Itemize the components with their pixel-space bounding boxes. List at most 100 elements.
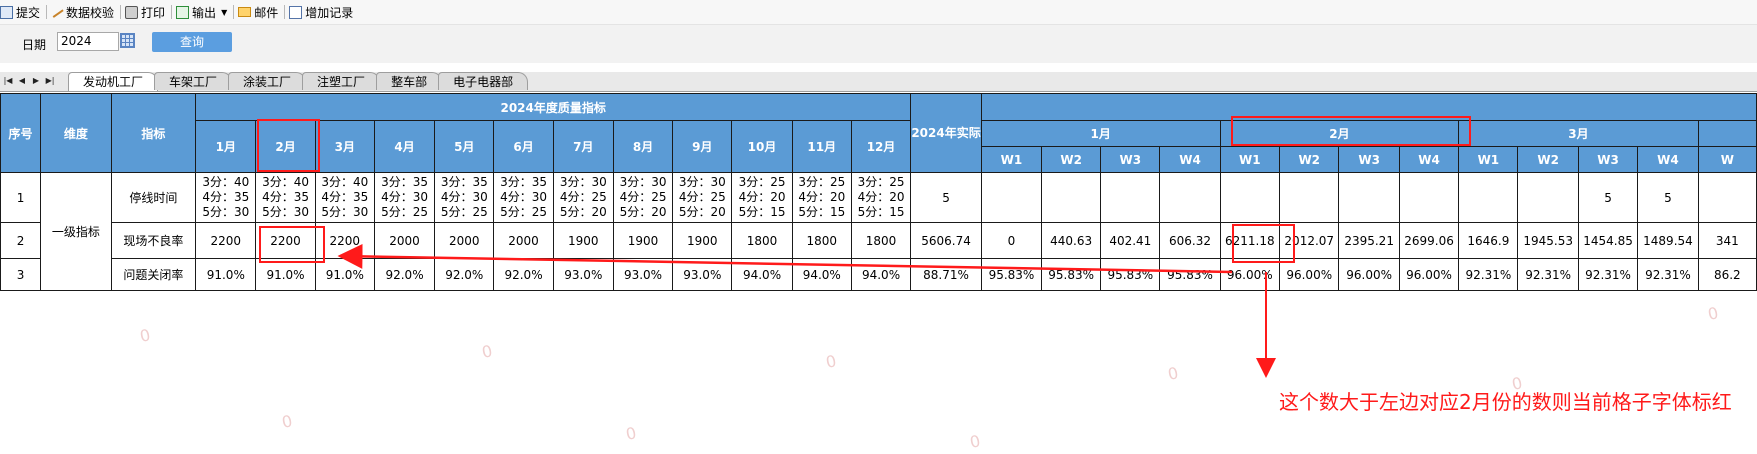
cell-seq[interactable]: 2 bbox=[0, 222, 42, 259]
cell-month-target[interactable]: 1900 bbox=[612, 222, 674, 259]
cell-month-target[interactable]: 93.0% bbox=[612, 258, 674, 291]
validate-button[interactable]: 数据校验 bbox=[50, 0, 120, 24]
cell-month-target[interactable]: 1900 bbox=[672, 222, 733, 259]
tab-vehicle-dept[interactable]: 整车部 bbox=[376, 72, 443, 90]
cell-week-value[interactable]: 6211.18 bbox=[1219, 222, 1281, 259]
tab-electronics-dept[interactable]: 电子电器部 bbox=[438, 72, 529, 90]
submit-button[interactable]: 提交 bbox=[0, 0, 46, 24]
cell-week-value[interactable] bbox=[1279, 172, 1340, 223]
cell-week-value[interactable] bbox=[1100, 172, 1161, 223]
cell-week-value[interactable]: 341 bbox=[1697, 222, 1757, 259]
cell-indicator[interactable]: 问题关闭率 bbox=[110, 258, 197, 291]
calendar-icon[interactable] bbox=[120, 33, 135, 48]
cell-month-target[interactable]: 2000 bbox=[493, 222, 554, 259]
cell-yearly-actual[interactable]: 88.71% bbox=[910, 258, 982, 291]
cell-week-value[interactable]: 1489.54 bbox=[1637, 222, 1699, 259]
cell-month-target[interactable]: 1800 bbox=[731, 222, 793, 259]
cell-seq[interactable]: 1 bbox=[0, 172, 42, 223]
chevron-down-icon[interactable]: ▼ bbox=[221, 7, 228, 17]
cell-week-value[interactable]: 1945.53 bbox=[1517, 222, 1579, 259]
cell-month-target[interactable]: 2000 bbox=[434, 222, 495, 259]
cell-month-target[interactable]: 93.0% bbox=[552, 258, 614, 291]
toolbar-divider bbox=[120, 5, 122, 19]
cell-month-target[interactable]: 91.0% bbox=[195, 258, 257, 291]
cell-month-target[interactable]: 3分：25 4分：20 5分：15 bbox=[791, 172, 852, 223]
cell-week-value[interactable] bbox=[1159, 172, 1221, 223]
cell-week-value[interactable]: 402.41 bbox=[1100, 222, 1161, 259]
cell-week-value[interactable]: 92.31% bbox=[1458, 258, 1519, 291]
cell-week-value[interactable]: 0 bbox=[980, 222, 1043, 259]
cell-week-value[interactable] bbox=[1398, 172, 1460, 223]
cell-week-value[interactable]: 1454.85 bbox=[1577, 222, 1639, 259]
cell-week-value[interactable]: 92.31% bbox=[1637, 258, 1699, 291]
cell-month-target[interactable]: 1800 bbox=[850, 222, 912, 259]
cell-week-value[interactable] bbox=[1517, 172, 1579, 223]
mail-button[interactable]: 邮件 bbox=[238, 0, 284, 24]
header-seq: 序号 bbox=[0, 93, 42, 173]
cell-week-value[interactable]: 96.00% bbox=[1219, 258, 1281, 291]
cell-week-value[interactable]: 95.83% bbox=[1041, 258, 1102, 291]
cell-month-target[interactable]: 3分：30 4分：25 5分：20 bbox=[672, 172, 733, 223]
cell-week-value[interactable]: 606.32 bbox=[1159, 222, 1221, 259]
cell-month-target[interactable]: 2000 bbox=[373, 222, 436, 259]
cell-month-target[interactable]: 2200 bbox=[255, 222, 316, 259]
cell-month-target[interactable]: 94.0% bbox=[850, 258, 912, 291]
date-input[interactable]: 2024 bbox=[57, 32, 119, 51]
cell-indicator[interactable]: 停线时间 bbox=[110, 172, 197, 223]
cell-seq[interactable]: 3 bbox=[0, 258, 42, 291]
cell-week-value[interactable] bbox=[980, 172, 1043, 223]
cell-week-value[interactable]: 1646.9 bbox=[1458, 222, 1519, 259]
header-month: 12月 bbox=[850, 120, 912, 173]
cell-yearly-actual[interactable]: 5606.74 bbox=[910, 222, 982, 259]
cell-week-value[interactable]: 440.63 bbox=[1041, 222, 1102, 259]
cell-month-target[interactable]: 3分：25 4分：20 5分：15 bbox=[731, 172, 793, 223]
cell-week-value[interactable]: 92.31% bbox=[1577, 258, 1639, 291]
query-button[interactable]: 查询 bbox=[152, 32, 232, 52]
print-button[interactable]: 打印 bbox=[125, 0, 171, 24]
tab-engine-factory[interactable]: 发动机工厂 bbox=[68, 72, 159, 91]
cell-week-value[interactable] bbox=[1458, 172, 1519, 223]
cell-week-value[interactable]: 92.31% bbox=[1517, 258, 1579, 291]
cell-month-target[interactable]: 3分：40 4分：35 5分：30 bbox=[255, 172, 316, 223]
cell-week-value[interactable] bbox=[1219, 172, 1281, 223]
cell-week-value[interactable] bbox=[1041, 172, 1102, 223]
header-week: W2 bbox=[1279, 146, 1340, 173]
cell-week-value[interactable]: 96.00% bbox=[1279, 258, 1340, 291]
cell-month-target[interactable]: 2200 bbox=[195, 222, 257, 259]
cell-month-target[interactable]: 3分：30 4分：25 5分：20 bbox=[552, 172, 614, 223]
filter-bar: 日期 2024 查询 bbox=[0, 25, 1757, 63]
cell-yearly-actual[interactable]: 5 bbox=[910, 172, 982, 223]
cell-dimension[interactable]: 一级指标 bbox=[40, 172, 112, 291]
cell-indicator[interactable]: 现场不良率 bbox=[110, 222, 197, 259]
cell-week-value[interactable]: 86.2 bbox=[1697, 258, 1757, 291]
cell-month-target[interactable]: 1900 bbox=[552, 222, 614, 259]
cell-month-target[interactable]: 3分：40 4分：35 5分：30 bbox=[314, 172, 375, 223]
cell-month-target[interactable]: 92.0% bbox=[373, 258, 436, 291]
cell-month-target[interactable]: 92.0% bbox=[493, 258, 554, 291]
cell-month-target[interactable]: 3分：35 4分：30 5分：25 bbox=[373, 172, 436, 223]
header-week-month: 2月 bbox=[1219, 120, 1460, 147]
last-tab-icon[interactable]: ▶| bbox=[45, 76, 55, 85]
add-record-button[interactable]: 增加记录 bbox=[289, 0, 359, 24]
cell-week-value[interactable]: 96.00% bbox=[1398, 258, 1460, 291]
header-month: 11月 bbox=[791, 120, 852, 173]
tab-injection-factory[interactable]: 注塑工厂 bbox=[302, 72, 381, 90]
cell-week-value[interactable]: 5 bbox=[1577, 172, 1639, 223]
prev-tab-icon[interactable]: ◀ bbox=[18, 76, 26, 85]
cell-month-target[interactable]: 3分：35 4分：30 5分：25 bbox=[493, 172, 554, 223]
export-button[interactable]: 输出 ▼ bbox=[176, 0, 233, 24]
header-actual: 2024年实际 bbox=[910, 93, 982, 173]
cell-week-value[interactable]: 2012.07 bbox=[1279, 222, 1340, 259]
cell-week-value[interactable] bbox=[1697, 172, 1757, 223]
cell-month-target[interactable]: 3分：25 4分：20 5分：15 bbox=[850, 172, 912, 223]
cell-week-value[interactable]: 2395.21 bbox=[1338, 222, 1400, 259]
cell-week-value[interactable]: 5 bbox=[1637, 172, 1699, 223]
cell-week-value[interactable]: 2699.06 bbox=[1398, 222, 1460, 259]
cell-month-target[interactable]: 3分：30 4分：25 5分：20 bbox=[612, 172, 674, 223]
first-tab-icon[interactable]: |◀ bbox=[3, 76, 13, 85]
cell-week-value[interactable]: 95.83% bbox=[1100, 258, 1161, 291]
next-tab-icon[interactable]: ▶ bbox=[32, 76, 40, 85]
header-week: W4 bbox=[1398, 146, 1460, 173]
cell-month-target[interactable]: 3分：35 4分：30 5分：25 bbox=[434, 172, 495, 223]
cell-week-value[interactable]: 95.83% bbox=[980, 258, 1043, 291]
